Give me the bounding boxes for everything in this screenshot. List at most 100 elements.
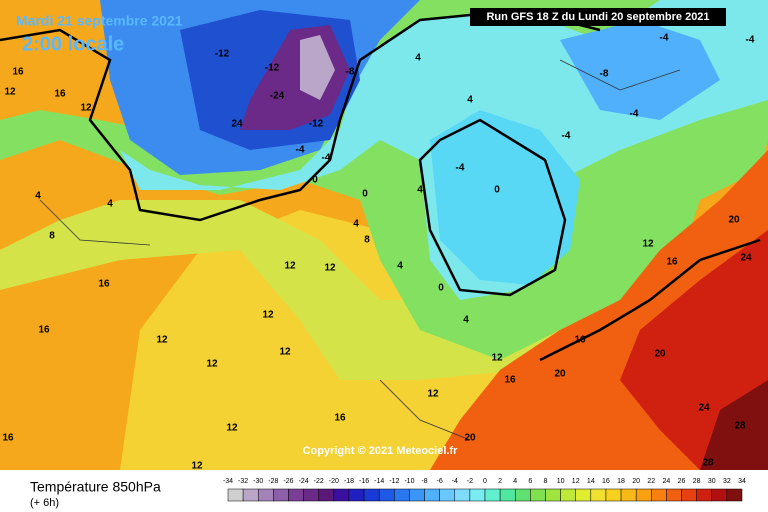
map-label: 24 (740, 253, 752, 264)
map-label: 4 (107, 199, 113, 210)
map-label: 4 (417, 185, 423, 196)
scale-swatch (651, 488, 667, 502)
map-label: 4 (35, 191, 41, 202)
map-label: 8 (364, 235, 370, 246)
scale-swatch (363, 488, 380, 502)
legend-subtitle: (+ 6h) (30, 497, 59, 509)
scale-tick-label: 2 (498, 478, 502, 485)
map-label: 0 (494, 185, 500, 196)
map-label: -12 (215, 49, 230, 60)
map-label: 12 (642, 239, 654, 250)
map-label: -4 (296, 145, 305, 156)
scale-swatch (590, 488, 607, 502)
scale-swatch (454, 488, 471, 502)
map-label: 16 (504, 375, 516, 386)
map-label: 0 (438, 283, 444, 294)
scale-swatch (469, 488, 486, 502)
map-label: 20 (728, 215, 740, 226)
scale-tick-label: -24 (299, 478, 309, 485)
pale-purple-zone (300, 35, 335, 100)
map-label: 12 (206, 359, 218, 370)
scale-tick-label: -2 (467, 478, 473, 485)
scale-swatch (530, 488, 546, 502)
scale-tick-label: -10 (404, 478, 414, 485)
scale-tick-label: -30 (253, 478, 263, 485)
map-label: 16 (334, 413, 346, 424)
scale-tick-label: 0 (483, 478, 487, 485)
legend-title: Température 850hPa (30, 479, 161, 495)
scale-tick-label: -26 (283, 478, 293, 485)
map-label: 12 (427, 389, 439, 400)
map-label: 16 (2, 433, 14, 444)
scale-swatch (303, 488, 319, 502)
map-label: -8 (600, 69, 609, 80)
scale-swatch (575, 488, 592, 502)
scale-tick-label: 34 (738, 478, 746, 485)
map-label: 4 (397, 261, 403, 272)
blue-zone-east (560, 20, 720, 120)
scale-tick-label: 4 (513, 478, 517, 485)
map-label: 12 (226, 423, 238, 434)
scale-swatch (409, 488, 425, 502)
map-label: 16 (666, 257, 678, 268)
scale-tick-label: -34 (223, 478, 233, 485)
scale-swatch (378, 488, 395, 502)
map-label: 12 (491, 353, 503, 364)
map-label: 12 (279, 347, 291, 358)
scale-swatch (696, 488, 713, 502)
scale-swatch (484, 488, 501, 502)
map-label: 16 (54, 89, 66, 100)
scale-tick-label: -22 (314, 478, 324, 485)
copyright: Copyright © 2021 Meteociel.fr (303, 445, 459, 457)
map-label: 4 (463, 315, 469, 326)
scale-tick-label: -14 (374, 478, 384, 485)
scale-tick-label: 18 (617, 478, 625, 485)
scale-swatch (605, 488, 622, 502)
map-label: 12 (80, 103, 92, 114)
scale-tick-label: -32 (238, 478, 248, 485)
map-label: 12 (156, 335, 168, 346)
scale-tick-label: 28 (693, 478, 701, 485)
scale-swatch (273, 488, 289, 502)
scale-tick-label: 14 (587, 478, 595, 485)
scale-swatch (439, 488, 456, 502)
scale-tick-label: 30 (708, 478, 716, 485)
scale-swatch (394, 488, 410, 502)
map-label: 12 (191, 461, 203, 472)
scale-tick-label: -16 (359, 478, 369, 485)
map-label: 12 (284, 261, 296, 272)
scale-tick-label: -4 (452, 478, 458, 485)
map-label: 12 (324, 263, 336, 274)
map-label: 12 (262, 310, 274, 321)
map-label: 4 (353, 219, 359, 230)
scale-swatch (545, 488, 561, 502)
scale-swatch (348, 488, 365, 502)
contour-line (539, 238, 761, 362)
map-label: -12 (265, 63, 280, 74)
map-label: 4 (467, 95, 473, 106)
scale-swatch (560, 488, 576, 502)
color-scale: -34 -32 -30 -28 -26 -24 -22 -20 -18 -16 -14 -12 -10-… (223, 478, 746, 502)
scale-swatch (499, 488, 516, 502)
map-label: -12 (309, 119, 324, 130)
map-label: -4 (746, 35, 755, 46)
scale-swatch (620, 488, 637, 502)
run-info: Run GFS 18 Z du Lundi 20 septembre 2021 (486, 11, 709, 23)
scale-swatch (333, 488, 350, 502)
map-label: -4 (630, 109, 639, 120)
map-label: -4 (562, 131, 571, 142)
darkest-red-zone (700, 380, 768, 470)
map-label: 0 (362, 189, 368, 200)
map-label: 24 (231, 119, 243, 130)
scale-tick-label: 6 (528, 478, 532, 485)
scale-swatch (257, 488, 274, 502)
scale-tick-label: -20 (329, 478, 339, 485)
scale-tick-label: 20 (632, 478, 640, 485)
map-label: -8 (346, 67, 355, 78)
scale-tick-label: 10 (557, 478, 565, 485)
map-label: -4 (660, 33, 669, 44)
map-label: -4 (456, 163, 465, 174)
scale-tick-label: 12 (572, 478, 580, 485)
map-label: 16 (38, 325, 50, 336)
forecast-date: Mardi 21 septembre 2021 (16, 13, 183, 29)
